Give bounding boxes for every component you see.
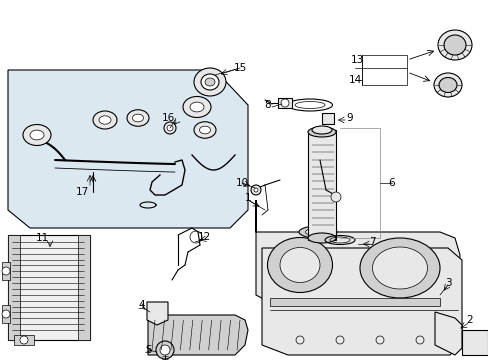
Text: 17: 17 (75, 187, 88, 197)
Ellipse shape (127, 110, 149, 126)
Ellipse shape (194, 122, 216, 138)
Polygon shape (262, 248, 461, 355)
Ellipse shape (199, 126, 210, 134)
Circle shape (167, 125, 173, 131)
Ellipse shape (201, 74, 219, 90)
Ellipse shape (183, 96, 210, 117)
Circle shape (281, 99, 288, 107)
Bar (269, 298, 439, 306)
Circle shape (163, 122, 176, 134)
Polygon shape (147, 302, 168, 325)
Text: 2: 2 (466, 315, 472, 325)
Ellipse shape (438, 77, 456, 93)
Ellipse shape (433, 73, 461, 97)
Text: 1: 1 (244, 193, 251, 203)
Bar (321, 113, 333, 124)
Ellipse shape (437, 30, 471, 60)
Bar (8, 235, 90, 340)
Bar (307, 130, 335, 240)
Text: 12: 12 (197, 232, 210, 242)
Polygon shape (8, 70, 247, 228)
Polygon shape (256, 200, 459, 305)
Ellipse shape (305, 228, 330, 236)
Ellipse shape (194, 68, 225, 96)
Ellipse shape (190, 102, 203, 112)
Polygon shape (434, 312, 461, 355)
Text: 8: 8 (264, 100, 271, 110)
Circle shape (253, 188, 258, 192)
Ellipse shape (298, 226, 336, 238)
Text: 5: 5 (144, 345, 151, 355)
Ellipse shape (99, 116, 111, 124)
Polygon shape (148, 315, 247, 355)
Circle shape (250, 185, 261, 195)
Circle shape (330, 192, 340, 202)
Polygon shape (461, 330, 487, 355)
Text: 16: 16 (161, 113, 174, 123)
Ellipse shape (30, 130, 44, 140)
Text: 10: 10 (235, 178, 248, 188)
Circle shape (160, 345, 170, 355)
Bar (8, 235, 20, 340)
Text: 14: 14 (347, 75, 361, 85)
Ellipse shape (93, 111, 117, 129)
Ellipse shape (132, 114, 143, 122)
Ellipse shape (307, 127, 335, 137)
Bar (14, 335, 34, 345)
Text: 11: 11 (35, 233, 48, 243)
Ellipse shape (204, 78, 215, 86)
Ellipse shape (311, 126, 331, 134)
Bar (2, 305, 10, 323)
Bar (278, 98, 291, 108)
Text: 4: 4 (139, 300, 145, 310)
Circle shape (2, 267, 10, 275)
Text: 6: 6 (388, 178, 394, 188)
Ellipse shape (372, 247, 427, 289)
Text: 3: 3 (444, 278, 450, 288)
Bar (361, 55, 406, 85)
Ellipse shape (280, 248, 319, 283)
Ellipse shape (359, 238, 439, 298)
Bar (78, 235, 90, 340)
Text: 9: 9 (346, 113, 353, 123)
Ellipse shape (307, 233, 335, 243)
Ellipse shape (267, 238, 332, 292)
Bar (2, 262, 10, 280)
Circle shape (2, 310, 10, 318)
Circle shape (20, 336, 28, 344)
Ellipse shape (443, 35, 465, 55)
Text: 7: 7 (368, 237, 375, 247)
Ellipse shape (23, 125, 51, 145)
Text: 15: 15 (233, 63, 246, 73)
Text: 13: 13 (350, 55, 363, 65)
Circle shape (156, 341, 174, 359)
